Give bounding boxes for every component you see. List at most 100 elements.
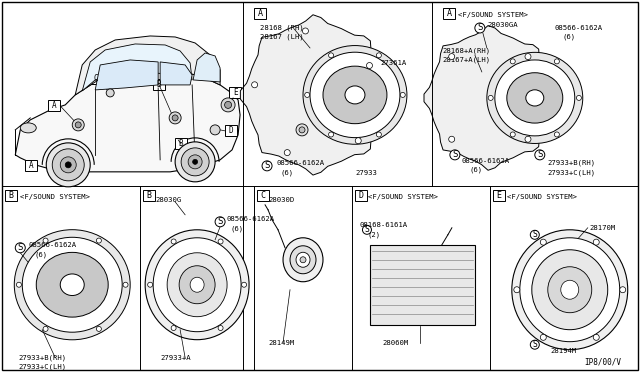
Ellipse shape	[190, 277, 204, 292]
Text: S: S	[264, 161, 269, 170]
Circle shape	[65, 162, 71, 168]
Circle shape	[328, 132, 333, 137]
Circle shape	[169, 112, 181, 124]
Text: <F/SOUND SYSTEM>: <F/SOUND SYSTEM>	[20, 194, 90, 200]
Ellipse shape	[22, 237, 122, 332]
Circle shape	[535, 150, 545, 160]
Circle shape	[593, 334, 599, 340]
Ellipse shape	[507, 73, 563, 123]
Text: 08566-6162A: 08566-6162A	[28, 242, 76, 248]
Circle shape	[540, 334, 547, 340]
Circle shape	[531, 340, 540, 349]
Ellipse shape	[290, 246, 316, 274]
Polygon shape	[193, 53, 220, 82]
Text: 28060M: 28060M	[382, 340, 408, 346]
Ellipse shape	[526, 90, 544, 106]
Ellipse shape	[561, 280, 579, 299]
Circle shape	[218, 326, 223, 330]
Text: <F/SOUND SYSTEM>: <F/SOUND SYSTEM>	[507, 194, 577, 200]
Ellipse shape	[179, 266, 215, 304]
Circle shape	[355, 138, 361, 144]
Text: 27933: 27933	[355, 170, 377, 176]
Circle shape	[299, 127, 305, 133]
Text: 08566-6162A: 08566-6162A	[555, 25, 603, 31]
Text: C: C	[260, 191, 266, 200]
Circle shape	[181, 148, 209, 176]
Ellipse shape	[548, 267, 592, 313]
Text: B: B	[147, 191, 152, 200]
Bar	[5, 190, 17, 201]
Circle shape	[362, 225, 371, 234]
Text: 27933+B(RH): 27933+B(RH)	[19, 355, 67, 361]
Text: 08168-6161A: 08168-6161A	[360, 222, 408, 228]
Ellipse shape	[487, 52, 583, 144]
Bar	[370, 245, 475, 325]
Circle shape	[449, 54, 454, 60]
Text: D: D	[358, 191, 364, 200]
Text: S: S	[365, 225, 369, 234]
Text: 28168 (RH): 28168 (RH)	[260, 25, 304, 32]
Circle shape	[514, 287, 520, 293]
Ellipse shape	[145, 230, 249, 340]
Circle shape	[554, 132, 559, 137]
Text: S: S	[532, 230, 537, 239]
Text: E: E	[233, 88, 237, 97]
Text: 27933+C(LH): 27933+C(LH)	[19, 364, 67, 370]
Text: (6): (6)	[35, 252, 47, 258]
Circle shape	[17, 282, 21, 287]
Ellipse shape	[512, 230, 628, 350]
Circle shape	[52, 149, 84, 181]
Text: (6): (6)	[280, 170, 293, 176]
Circle shape	[554, 59, 559, 64]
Text: <F/SOUND SYSTEM>: <F/SOUND SYSTEM>	[458, 12, 528, 18]
Ellipse shape	[20, 123, 36, 133]
Circle shape	[210, 125, 220, 135]
Text: 28167+A(LH): 28167+A(LH)	[443, 57, 491, 64]
Circle shape	[171, 326, 176, 330]
Circle shape	[175, 142, 215, 182]
Ellipse shape	[495, 60, 575, 136]
Bar	[254, 8, 266, 19]
Text: (6): (6)	[230, 226, 243, 232]
Polygon shape	[76, 36, 220, 95]
Ellipse shape	[310, 52, 400, 138]
Circle shape	[376, 53, 381, 58]
Circle shape	[305, 92, 310, 97]
Circle shape	[123, 282, 128, 287]
Polygon shape	[15, 70, 240, 172]
Circle shape	[218, 239, 223, 244]
Bar	[48, 100, 60, 111]
Text: 28030G: 28030G	[155, 197, 181, 203]
Text: 28030GA: 28030GA	[488, 22, 518, 28]
Ellipse shape	[303, 45, 407, 144]
Text: A: A	[29, 161, 33, 170]
Circle shape	[577, 95, 581, 100]
Circle shape	[400, 92, 405, 97]
Text: 28149M: 28149M	[268, 340, 294, 346]
Text: S: S	[218, 217, 223, 226]
Text: S: S	[537, 150, 543, 159]
Circle shape	[376, 132, 381, 137]
Circle shape	[76, 122, 81, 128]
Text: (6): (6)	[563, 34, 576, 41]
Bar	[90, 73, 102, 84]
Circle shape	[296, 124, 308, 136]
Circle shape	[193, 159, 198, 164]
Circle shape	[60, 157, 76, 173]
Circle shape	[303, 28, 308, 34]
Ellipse shape	[520, 238, 620, 342]
Circle shape	[225, 102, 232, 108]
Bar	[443, 8, 455, 19]
Text: A: A	[446, 9, 451, 18]
Text: 28194M: 28194M	[551, 348, 577, 354]
Text: 27933+C(LH): 27933+C(LH)	[548, 170, 596, 176]
Bar	[257, 190, 269, 201]
Text: IP8/00/V: IP8/00/V	[585, 357, 621, 367]
Text: B: B	[179, 139, 184, 148]
Circle shape	[540, 239, 547, 245]
Text: S: S	[452, 150, 458, 159]
Text: A: A	[257, 9, 262, 18]
Circle shape	[593, 239, 599, 245]
Circle shape	[262, 161, 272, 171]
Text: 08566-6162A: 08566-6162A	[276, 160, 324, 166]
